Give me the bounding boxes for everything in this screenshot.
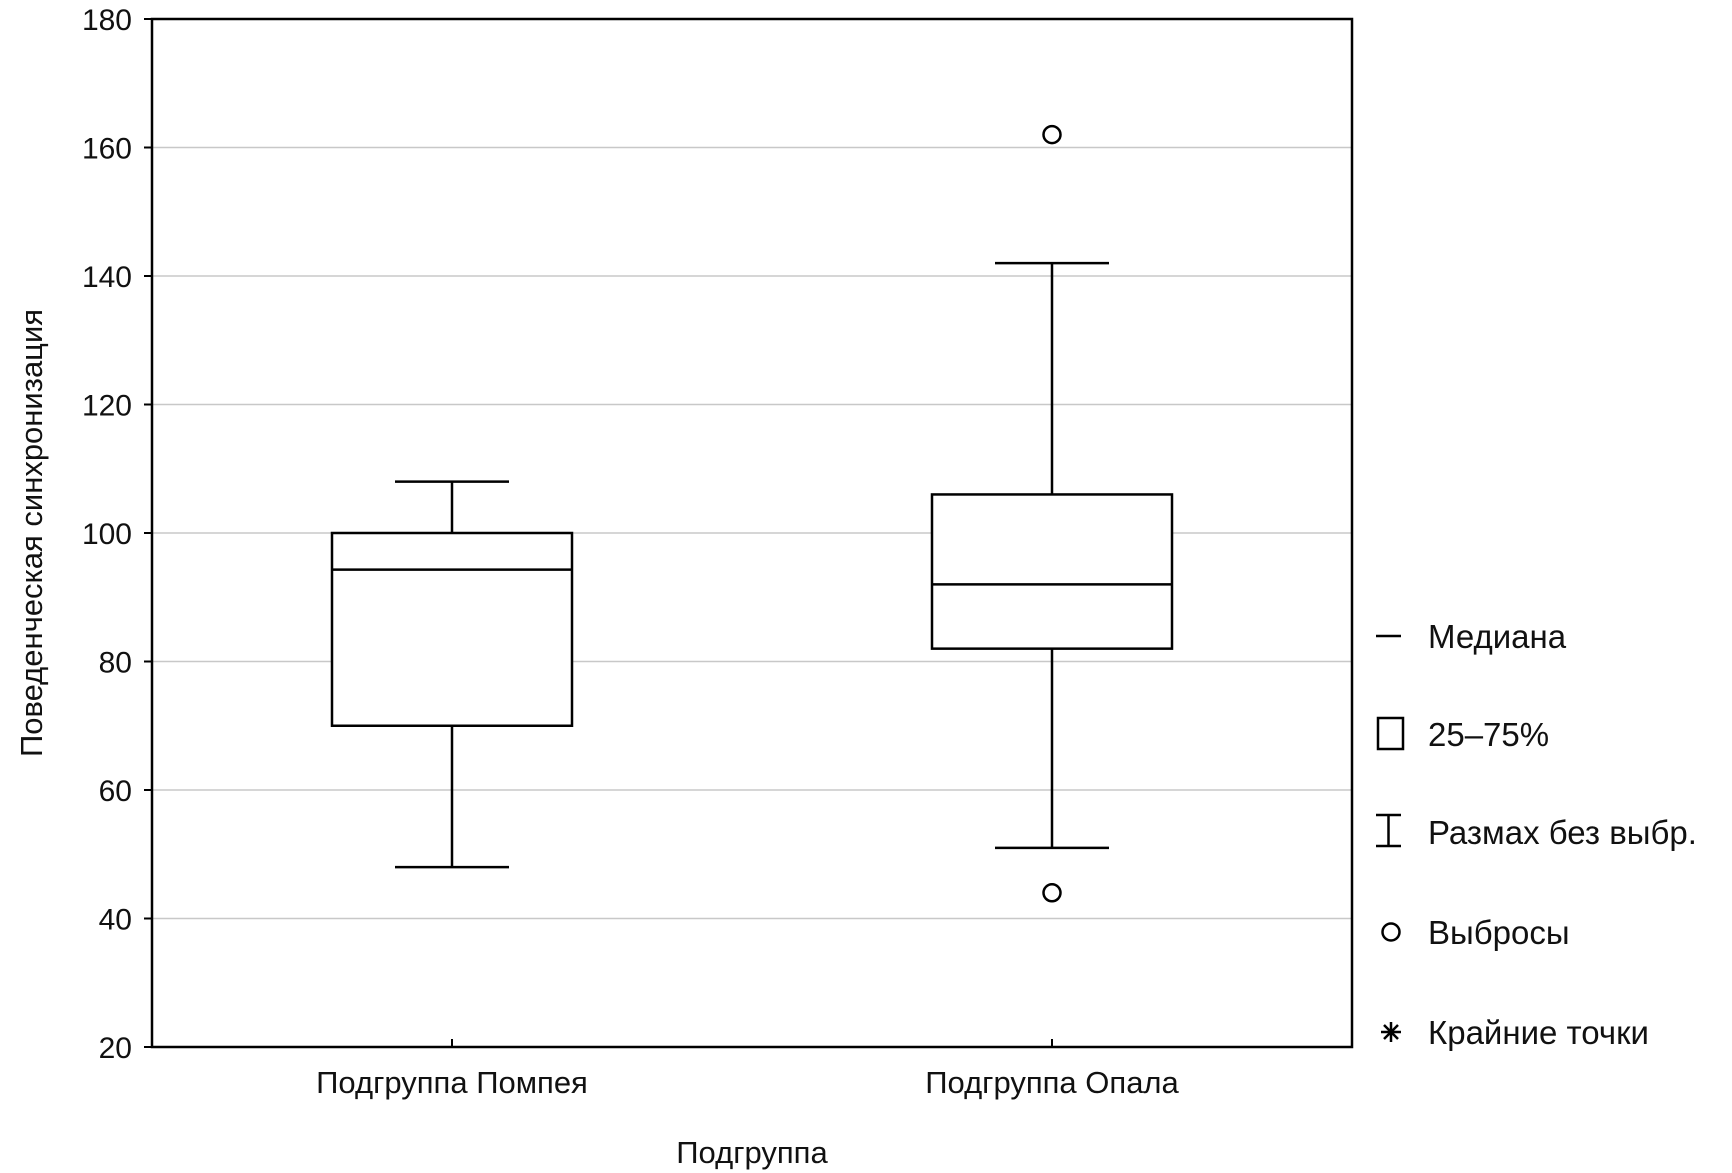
asterisk-icon bbox=[1381, 1022, 1401, 1042]
legend-item-outlier: Выбросы bbox=[1381, 914, 1570, 951]
box-plot-group bbox=[930, 124, 1174, 903]
legend-label-median: Медиана bbox=[1428, 618, 1567, 655]
plot-frame bbox=[150, 17, 1354, 1049]
legend-item-whisker: Размах без выбр. bbox=[1376, 813, 1697, 851]
y-axis-ticks: 20 40 60 80 100 120 140 160 180 bbox=[82, 4, 152, 1065]
y-tick-label: 160 bbox=[82, 133, 132, 166]
x-axis-categories: Подгруппа Помпея Подгруппа Опала bbox=[316, 1039, 1180, 1100]
outlier-circle-icon bbox=[1381, 922, 1401, 942]
legend-label-outlier: Выбросы bbox=[1428, 914, 1570, 951]
x-category-label: Подгруппа Опала bbox=[925, 1065, 1179, 1100]
y-tick-label: 100 bbox=[82, 518, 132, 551]
legend-item-extreme: Крайние точки bbox=[1381, 1014, 1649, 1051]
iqr-box bbox=[330, 531, 574, 727]
y-tick-label: 120 bbox=[82, 390, 132, 423]
box-plots bbox=[330, 124, 1174, 903]
y-tick-label: 20 bbox=[99, 1032, 132, 1065]
y-tick-label: 40 bbox=[99, 904, 132, 937]
y-tick-label: 80 bbox=[99, 647, 132, 680]
y-tick-label: 60 bbox=[99, 775, 132, 808]
outlier-point bbox=[1042, 124, 1062, 145]
legend-label-box: 25–75% bbox=[1428, 716, 1549, 753]
legend-item-median: Медиана bbox=[1376, 618, 1567, 655]
y-tick-label: 180 bbox=[82, 4, 132, 37]
outlier-point bbox=[1042, 883, 1062, 903]
x-axis-title: Подгруппа bbox=[676, 1135, 828, 1170]
whisker-icon bbox=[1376, 813, 1401, 848]
box-plot-group bbox=[330, 480, 574, 869]
legend-item-box: 25–75% bbox=[1376, 716, 1549, 753]
iqr-box bbox=[930, 493, 1174, 650]
legend-label-whisker: Размах без выбр. bbox=[1428, 814, 1697, 851]
x-category-label: Подгруппа Помпея bbox=[316, 1065, 588, 1100]
y-tick-label: 140 bbox=[82, 261, 132, 294]
y-axis-title: Поведенческая синхронизация bbox=[14, 309, 49, 757]
box-icon bbox=[1376, 716, 1405, 751]
legend-label-extreme: Крайние точки bbox=[1428, 1014, 1649, 1051]
legend: Медиана 25–75% Размах без выбр. Выбросы … bbox=[1376, 618, 1697, 1051]
